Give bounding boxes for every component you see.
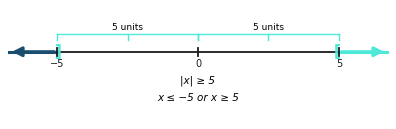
Text: 5 units: 5 units: [253, 23, 284, 32]
Text: [: [: [334, 44, 341, 59]
Text: 5: 5: [336, 59, 342, 69]
Text: 0: 0: [195, 59, 201, 69]
Text: ]: ]: [55, 44, 62, 59]
Text: |x| ≥ 5: |x| ≥ 5: [181, 76, 215, 86]
Text: x ≤ −5 or x ≥ 5: x ≤ −5 or x ≥ 5: [157, 93, 239, 103]
Text: −5: −5: [50, 59, 64, 69]
Text: 5 units: 5 units: [112, 23, 143, 32]
